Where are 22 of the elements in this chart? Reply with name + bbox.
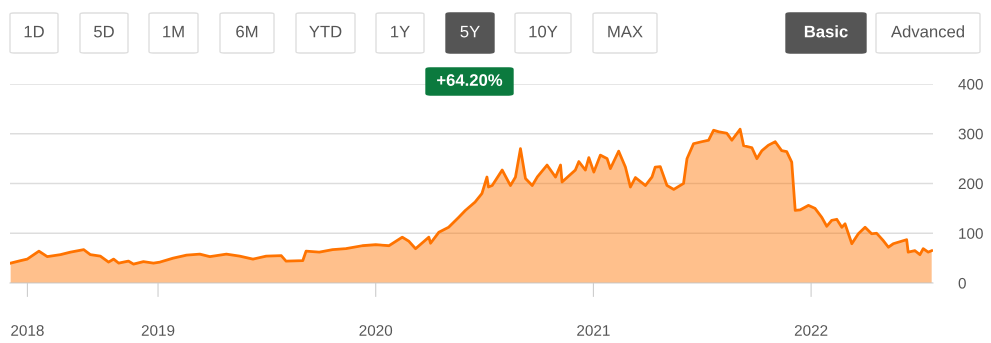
x-tick-label: 2021 (577, 325, 610, 336)
y-tick-label: 100 (959, 228, 983, 239)
text: MAX (608, 26, 643, 38)
text: YTD (309, 26, 342, 38)
y-tick-label: 400 (958, 78, 983, 90)
text: Advanced (890, 25, 964, 38)
text: 5Y (460, 26, 480, 38)
annotation: +64.20% (437, 74, 502, 86)
text: 5D (94, 26, 114, 38)
y-tick-label: 0 (958, 278, 966, 289)
x-tick-label: 2019 (142, 325, 174, 336)
text: 6M (236, 26, 258, 38)
y-tick-label: 300 (958, 128, 983, 140)
text: 10Y (529, 26, 558, 38)
text: Basic (804, 25, 848, 38)
x-tick-label: 2020 (359, 325, 392, 336)
text: 1Y (391, 26, 410, 38)
y-tick-label: 200 (958, 178, 983, 190)
x-tick-label: 2022 (794, 325, 828, 336)
text: 1D (24, 26, 44, 38)
text: 1M (163, 26, 184, 38)
x-tick-label: 2018 (11, 325, 44, 336)
